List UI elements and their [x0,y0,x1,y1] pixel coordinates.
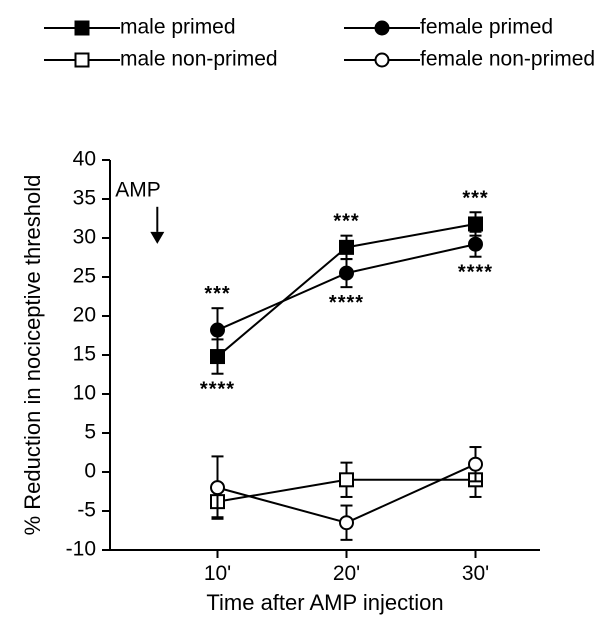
chart-text: 25 [73,265,96,288]
amp-arrow-head [150,232,164,244]
chart-text: -10 [66,538,96,561]
circle-marker [469,458,482,471]
circle-marker [211,324,224,337]
circle-marker [340,516,353,529]
chart-text: 10' [204,562,231,585]
y-axis-label: % Reduction in nociceptive threshold [20,175,45,536]
square-marker [469,217,482,230]
chart-text: female non-primed [420,48,595,71]
circle-marker [376,54,389,67]
chart-text: 10 [73,382,96,405]
square-marker [76,22,89,35]
square-marker [340,473,353,486]
amp-label: AMP [115,179,161,202]
chart-text: 30' [462,562,489,585]
chart-text: 0 [84,460,96,483]
chart-text: male non-primed [120,48,278,71]
chart-text: -5 [77,499,96,522]
chart-text: 35 [73,187,96,210]
x-axis-label: Time after AMP injection [206,590,443,615]
circle-marker [469,238,482,251]
chart-text: **** [458,262,493,284]
chart-text: **** [200,379,235,401]
square-marker [76,54,89,67]
chart-text: 40 [73,148,96,171]
chart-text: 20 [73,304,96,327]
square-marker [340,241,353,254]
chart-text: 20' [333,562,360,585]
chart-text: 5 [84,421,96,444]
chart-text: 15 [73,343,96,366]
chart-text: **** [329,292,364,314]
circle-marker [340,267,353,280]
chart-text: *** [204,283,230,305]
chart-text: *** [333,211,359,233]
chart-container: male primed male non-primed female primed f… [0,0,604,639]
chart-text: female primed [420,16,553,39]
chart-svg: male primed male non-primed female primed f… [0,0,604,639]
circle-marker [211,481,224,494]
circle-marker [376,22,389,35]
chart-text: 30 [73,226,96,249]
chart-text: *** [462,187,488,209]
chart-text: male primed [120,16,236,39]
